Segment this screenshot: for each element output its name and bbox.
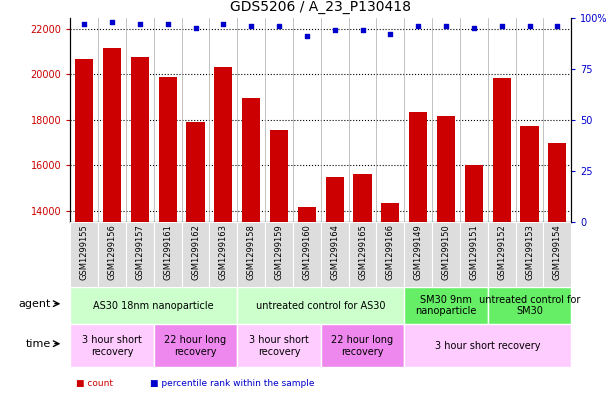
Point xyxy=(302,33,312,39)
Text: GSM1299164: GSM1299164 xyxy=(330,224,339,280)
Text: untreated control for
SM30: untreated control for SM30 xyxy=(479,295,580,316)
Bar xyxy=(70,287,237,324)
Bar xyxy=(270,130,288,393)
Bar xyxy=(521,125,538,393)
Bar xyxy=(237,324,321,367)
Text: GSM1299166: GSM1299166 xyxy=(386,224,395,280)
Bar xyxy=(548,143,566,393)
Bar xyxy=(181,222,210,287)
Bar xyxy=(131,57,149,393)
Bar xyxy=(488,287,571,324)
Text: agent: agent xyxy=(18,299,51,309)
Bar xyxy=(460,222,488,287)
Point xyxy=(386,31,395,37)
Point xyxy=(441,23,451,29)
Point xyxy=(219,21,229,27)
Bar xyxy=(488,222,516,287)
Bar xyxy=(321,222,349,287)
Bar xyxy=(381,203,400,393)
Point xyxy=(191,25,200,31)
Text: GSM1299152: GSM1299152 xyxy=(497,224,506,280)
Text: GSM1299156: GSM1299156 xyxy=(108,224,117,280)
Bar xyxy=(298,207,316,393)
Text: time: time xyxy=(25,339,51,349)
Text: GSM1299159: GSM1299159 xyxy=(274,224,284,280)
Bar xyxy=(465,165,483,393)
Text: SM30 9nm
nanoparticle: SM30 9nm nanoparticle xyxy=(415,295,477,316)
Bar xyxy=(237,287,404,324)
Bar xyxy=(70,324,154,367)
Bar xyxy=(516,222,543,287)
Bar xyxy=(321,324,404,367)
Bar xyxy=(154,324,237,367)
Text: 22 hour long
recovery: 22 hour long recovery xyxy=(164,335,227,356)
Bar xyxy=(404,222,432,287)
Bar xyxy=(376,222,404,287)
Text: GSM1299162: GSM1299162 xyxy=(191,224,200,280)
Point xyxy=(330,27,340,33)
Text: GSM1299154: GSM1299154 xyxy=(553,224,562,280)
Point xyxy=(469,25,479,31)
Bar xyxy=(210,222,237,287)
Text: 3 hour short
recovery: 3 hour short recovery xyxy=(82,335,142,356)
Bar xyxy=(70,222,98,287)
Text: ■ count: ■ count xyxy=(76,379,114,388)
Point xyxy=(163,21,172,27)
Point xyxy=(497,23,507,29)
Text: untreated control for AS30: untreated control for AS30 xyxy=(256,301,386,310)
Text: GSM1299151: GSM1299151 xyxy=(469,224,478,280)
Bar xyxy=(154,222,181,287)
Point xyxy=(357,27,367,33)
Bar xyxy=(326,176,344,393)
Text: GSM1299150: GSM1299150 xyxy=(442,224,450,280)
Bar xyxy=(265,222,293,287)
Bar xyxy=(492,78,511,393)
Bar xyxy=(293,222,321,287)
Text: GSM1299165: GSM1299165 xyxy=(358,224,367,280)
Text: GSM1299158: GSM1299158 xyxy=(247,224,255,280)
Text: GSM1299153: GSM1299153 xyxy=(525,224,534,280)
Text: 3 hour short recovery: 3 hour short recovery xyxy=(435,341,541,351)
Point xyxy=(246,23,256,29)
Bar xyxy=(354,174,371,393)
Bar xyxy=(126,222,154,287)
Text: GSM1299160: GSM1299160 xyxy=(302,224,312,280)
Bar xyxy=(103,48,121,393)
Point xyxy=(525,23,535,29)
Bar xyxy=(214,66,232,393)
Point xyxy=(79,21,89,27)
Point xyxy=(107,18,117,25)
Point xyxy=(135,21,145,27)
Text: 3 hour short
recovery: 3 hour short recovery xyxy=(249,335,309,356)
Text: GSM1299149: GSM1299149 xyxy=(414,224,423,280)
Bar xyxy=(543,222,571,287)
Bar xyxy=(159,77,177,393)
Text: AS30 18nm nanoparticle: AS30 18nm nanoparticle xyxy=(93,301,214,310)
Text: GSM1299155: GSM1299155 xyxy=(79,224,89,280)
Text: GSM1299163: GSM1299163 xyxy=(219,224,228,280)
Bar xyxy=(237,222,265,287)
Bar xyxy=(75,59,93,393)
Point xyxy=(552,23,562,29)
Bar xyxy=(404,324,571,367)
Bar xyxy=(186,122,205,393)
Text: ■ percentile rank within the sample: ■ percentile rank within the sample xyxy=(150,379,314,388)
Bar xyxy=(98,222,126,287)
Bar xyxy=(437,116,455,393)
Text: 22 hour long
recovery: 22 hour long recovery xyxy=(331,335,393,356)
Point xyxy=(413,23,423,29)
Bar xyxy=(349,222,376,287)
Bar xyxy=(409,112,427,393)
Text: GSM1299157: GSM1299157 xyxy=(136,224,144,280)
Bar xyxy=(404,287,488,324)
Bar xyxy=(432,222,460,287)
Text: GSM1299161: GSM1299161 xyxy=(163,224,172,280)
Point xyxy=(274,23,284,29)
Bar xyxy=(242,98,260,393)
Text: GDS5206 / A_23_P130418: GDS5206 / A_23_P130418 xyxy=(230,0,411,14)
